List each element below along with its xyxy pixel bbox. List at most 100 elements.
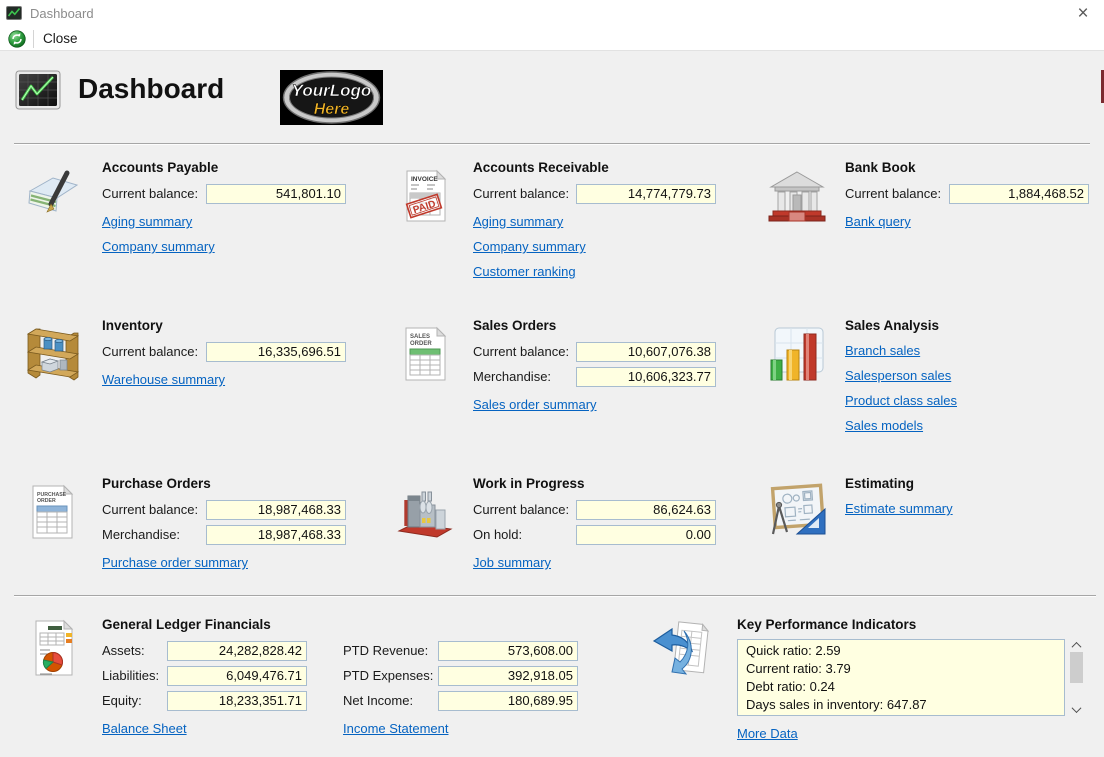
equity-input[interactable] bbox=[167, 690, 307, 711]
field-row: PTD Expenses: bbox=[343, 665, 578, 686]
refresh-icon[interactable] bbox=[8, 30, 26, 48]
purchase-order-summary-link[interactable]: Purchase order summary bbox=[102, 555, 248, 570]
field-row: Current balance: bbox=[102, 183, 346, 204]
scrollbar-thumb[interactable] bbox=[1070, 652, 1083, 683]
sales-order-summary-link[interactable]: Sales order summary bbox=[473, 397, 597, 412]
branch-sales-link[interactable]: Branch sales bbox=[845, 343, 921, 358]
app-line-chart-icon bbox=[6, 5, 22, 21]
company-logo: YourLogo Here bbox=[280, 70, 383, 125]
checkbook-pen-icon bbox=[20, 164, 84, 228]
field-row: Current balance: bbox=[845, 183, 1089, 204]
panel-title: Key Performance Indicators bbox=[737, 617, 917, 632]
field-row: PTD Revenue: bbox=[343, 640, 578, 661]
balance-sheet-column: Assets: Liabilities: Equity: Balance She… bbox=[102, 640, 307, 740]
current-balance-input[interactable] bbox=[576, 183, 716, 204]
field-row: Current balance: bbox=[473, 499, 716, 520]
panel-title: Purchase Orders bbox=[102, 476, 211, 491]
panel-title: Accounts Payable bbox=[102, 160, 219, 175]
liabilities-label: Liabilities: bbox=[102, 668, 160, 683]
company-summary-link[interactable]: Company summary bbox=[102, 239, 215, 254]
logo-line2: Here bbox=[314, 101, 350, 118]
kpi-panel: Key Performance Indicators Quick ratio: … bbox=[650, 617, 1085, 745]
product-class-sales-link[interactable]: Product class sales bbox=[845, 393, 957, 408]
window-edge-artifact bbox=[1101, 70, 1104, 103]
scroll-down-arrow[interactable] bbox=[1068, 703, 1085, 716]
on-hold-label: On hold: bbox=[473, 527, 523, 542]
current-balance-label: Current balance: bbox=[473, 344, 570, 359]
panel-title: Inventory bbox=[102, 318, 163, 333]
merchandise-label: Merchandise: bbox=[473, 369, 552, 384]
more-data-link[interactable]: More Data bbox=[737, 726, 798, 741]
invoice-label: INVOICE bbox=[411, 176, 438, 183]
company-summary-link[interactable]: Company summary bbox=[473, 239, 586, 254]
panel-title: Accounts Receivable bbox=[473, 160, 609, 175]
bank-building-icon bbox=[765, 164, 829, 228]
sales-orders-panel: SALES ORDER Sales Orders Current balance… bbox=[393, 318, 716, 416]
current-balance-label: Current balance: bbox=[102, 502, 199, 517]
income-statement-column: PTD Revenue: PTD Expenses: Net Income: I… bbox=[343, 640, 578, 740]
kpi-item-quick-ratio: Quick ratio: 2.59 bbox=[746, 643, 841, 658]
current-balance-label: Current balance: bbox=[473, 186, 570, 201]
field-row: Equity: bbox=[102, 690, 307, 711]
ptd-revenue-label: PTD Revenue: bbox=[343, 643, 429, 658]
merchandise-label: Merchandise: bbox=[102, 527, 181, 542]
window-close-button[interactable]: × bbox=[1077, 2, 1089, 24]
kpi-item-days-sales-inventory: Days sales in inventory: 647.87 bbox=[746, 697, 927, 712]
current-balance-input[interactable] bbox=[576, 341, 716, 362]
estimating-panel: Estimating Estimate summary bbox=[765, 476, 1089, 544]
factory-icon bbox=[393, 480, 457, 544]
bank-query-link[interactable]: Bank query bbox=[845, 214, 911, 229]
assets-label: Assets: bbox=[102, 643, 145, 658]
current-balance-input[interactable] bbox=[206, 499, 346, 520]
job-summary-link[interactable]: Job summary bbox=[473, 555, 552, 570]
ptd-expenses-input[interactable] bbox=[438, 665, 578, 686]
footer-separator bbox=[14, 595, 1096, 597]
kpi-item-current-ratio: Current ratio: 3.79 bbox=[746, 661, 851, 676]
current-balance-input[interactable] bbox=[206, 183, 346, 204]
merchandise-input[interactable] bbox=[576, 366, 716, 387]
liabilities-input[interactable] bbox=[167, 665, 307, 686]
field-row: Current balance: bbox=[473, 341, 716, 362]
kpi-scrollbar[interactable] bbox=[1068, 639, 1085, 716]
merchandise-input[interactable] bbox=[206, 524, 346, 545]
warehouse-summary-link[interactable]: Warehouse summary bbox=[102, 372, 226, 387]
on-hold-input[interactable] bbox=[576, 524, 716, 545]
salesperson-sales-link[interactable]: Salesperson sales bbox=[845, 368, 952, 383]
aging-summary-link[interactable]: Aging summary bbox=[473, 214, 564, 229]
field-row: Current balance: bbox=[102, 499, 346, 520]
page-title: Dashboard bbox=[78, 73, 225, 104]
ptd-revenue-input[interactable] bbox=[438, 640, 578, 661]
toolbar: Close bbox=[0, 27, 1104, 51]
drafting-board-icon bbox=[765, 480, 829, 544]
income-statement-link[interactable]: Income Statement bbox=[343, 721, 449, 736]
ptd-expenses-label: PTD Expenses: bbox=[343, 668, 434, 683]
current-balance-input[interactable] bbox=[206, 341, 346, 362]
net-income-input[interactable] bbox=[438, 690, 578, 711]
net-income-label: Net Income: bbox=[343, 693, 414, 708]
aging-summary-link[interactable]: Aging summary bbox=[102, 214, 193, 229]
sales-analysis-panel: Sales Analysis Branch sales Salesperson … bbox=[765, 318, 1089, 437]
logo-line1: YourLogo bbox=[292, 81, 372, 100]
current-balance-label: Current balance: bbox=[473, 502, 570, 517]
current-balance-input[interactable] bbox=[949, 183, 1089, 204]
field-row: Current balance: bbox=[102, 341, 346, 362]
current-balance-label: Current balance: bbox=[102, 186, 199, 201]
sales-models-link[interactable]: Sales models bbox=[845, 418, 924, 433]
assets-input[interactable] bbox=[167, 640, 307, 661]
panel-title: Estimating bbox=[845, 476, 915, 491]
current-balance-label: Current balance: bbox=[102, 344, 199, 359]
kpi-listbox[interactable]: Quick ratio: 2.59 Current ratio: 3.79 De… bbox=[737, 639, 1065, 716]
customer-ranking-link[interactable]: Customer ranking bbox=[473, 264, 576, 279]
field-row: On hold: bbox=[473, 524, 716, 545]
sales-order-document-icon: SALES ORDER bbox=[393, 322, 457, 386]
accounts-payable-panel: Accounts Payable Current balance: Aging … bbox=[20, 160, 346, 258]
balance-sheet-link[interactable]: Balance Sheet bbox=[102, 721, 187, 736]
estimate-summary-link[interactable]: Estimate summary bbox=[845, 501, 953, 516]
warehouse-shelf-icon bbox=[20, 322, 84, 386]
dashboard-chart-icon bbox=[14, 66, 62, 114]
scroll-up-arrow[interactable] bbox=[1068, 639, 1085, 652]
current-balance-input[interactable] bbox=[576, 499, 716, 520]
toolbar-close-button[interactable]: Close bbox=[43, 31, 78, 46]
accounts-receivable-panel: INVOICE PAID Accounts Receivable C bbox=[393, 160, 716, 283]
